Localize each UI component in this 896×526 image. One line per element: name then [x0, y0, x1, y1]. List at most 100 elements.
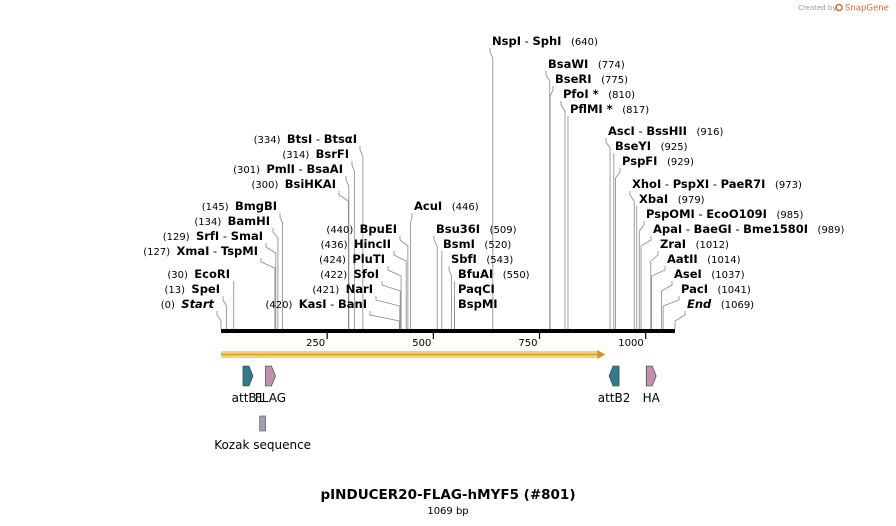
site-stem — [651, 266, 666, 329]
snapgene-brand: SnapGene — [845, 4, 889, 14]
enzyme-name: End — [687, 297, 712, 311]
feature-ha[interactable]: HA — [643, 365, 661, 405]
ruler: 250 500 750 1000 — [306, 333, 647, 349]
restriction-site-label[interactable]: PspFI (929) — [622, 154, 694, 168]
restriction-site-label[interactable]: (421) NarI — [312, 282, 373, 296]
site-position: (13) — [165, 285, 186, 296]
enzyme-name: BseRI — [555, 72, 592, 86]
enzyme-name: XmaI — [177, 244, 210, 258]
restriction-site-label[interactable]: PspOMI - EcoO109I (985) — [646, 207, 803, 221]
restriction-site-label[interactable]: BspMI — [458, 297, 498, 311]
restriction-site-label[interactable]: (30) EcoRI — [167, 267, 230, 281]
site-position: (334) — [254, 135, 281, 146]
restriction-site-label[interactable]: ZraI (1012) — [660, 237, 729, 251]
feature-attb1[interactable]: attB1 — [232, 365, 265, 405]
restriction-site-label[interactable]: (134) BamHI — [194, 214, 270, 228]
site-stem — [433, 236, 438, 329]
site-stem — [615, 168, 621, 329]
enzyme-name: BsmI — [443, 237, 475, 251]
restriction-site-label[interactable]: PfoI * (810) — [563, 87, 635, 101]
restriction-site-label[interactable]: (420) KasI - BanI — [265, 297, 367, 311]
enzyme-name: BsaWI — [548, 57, 588, 71]
enzyme-name: EcoRI — [194, 267, 230, 281]
restriction-site-label[interactable]: (424) PluTI — [319, 252, 385, 266]
restriction-site-label[interactable]: (127) XmaI - TspMI — [143, 244, 258, 258]
enzyme-name: BssHII — [646, 124, 687, 138]
site-stem — [638, 221, 645, 329]
restriction-site-label[interactable]: XhoI - PspXI - PaeR7I (973) — [632, 177, 802, 191]
feature-kozak[interactable]: Kozak sequence — [214, 415, 311, 452]
restriction-site-label[interactable]: BseRI (775) — [555, 72, 628, 86]
restriction-site-label[interactable]: End (1069) — [687, 297, 754, 311]
enzyme-name: AscI — [608, 124, 635, 138]
restriction-site-label[interactable]: (440) BpuEI — [326, 222, 397, 236]
restriction-site-label[interactable]: (422) SfoI — [320, 267, 379, 281]
enzyme-name: PspOMI — [646, 207, 695, 221]
restriction-site-label[interactable]: XbaI (979) — [639, 192, 705, 206]
site-labels: (0) Start(13) SpeI(30) EcoRI (127) XmaI -… — [143, 34, 844, 311]
restriction-site-label[interactable]: ApaI - BaeGI - Bme1580I (989) — [653, 222, 845, 236]
restriction-site-label[interactable]: (314) BsrFI — [282, 147, 349, 161]
site-stem — [265, 243, 277, 329]
restriction-site-label[interactable]: (129) SrfI - SmaI — [163, 229, 263, 243]
restriction-site-label[interactable]: (300) BsiHKAI — [251, 177, 336, 191]
site-stem — [674, 311, 686, 329]
site-position: (973) — [775, 180, 802, 191]
site-position: (925) — [661, 142, 688, 153]
restriction-site-label[interactable]: BsaWI (774) — [548, 57, 625, 71]
feature-attb2[interactable]: attB2 — [598, 365, 631, 405]
restriction-site-label[interactable]: AscI - BssHII (916) — [608, 124, 723, 138]
site-position: (420) — [265, 300, 292, 311]
restriction-site-label[interactable]: BseYI (925) — [615, 139, 688, 153]
site-stem — [351, 161, 355, 329]
site-position: (1069) — [721, 300, 754, 311]
site-position: (134) — [194, 217, 221, 228]
restriction-site-label[interactable]: AatII (1014) — [667, 252, 741, 266]
enzyme-name: BsaAI — [306, 162, 343, 176]
restriction-site-label[interactable]: BfuAI (550) — [458, 267, 530, 281]
restriction-site-label[interactable]: PflMI * (817) — [570, 102, 649, 116]
enzyme-name: SrfI — [196, 229, 219, 243]
restriction-site-label[interactable]: (13) SpeI — [165, 282, 220, 296]
kozak-marker — [259, 415, 266, 432]
restriction-site-label[interactable]: PaqCI — [458, 282, 495, 296]
enzyme-name: XbaI — [639, 192, 668, 206]
site-position: (509) — [490, 225, 517, 236]
enzyme-name: BfuAI — [458, 267, 493, 281]
restriction-site-label[interactable]: (145) BmgBI — [202, 199, 277, 213]
restriction-site-label[interactable]: AseI (1037) — [674, 267, 745, 281]
site-stem — [393, 251, 407, 329]
site-position: (916) — [697, 127, 724, 138]
site-position: (929) — [667, 157, 694, 168]
enzyme-name: Start — [181, 297, 214, 311]
ruler-tick-label: 1000 — [618, 338, 643, 349]
enzyme-name: BspMI — [458, 297, 498, 311]
restriction-site-label[interactable]: PacI (1041) — [681, 282, 751, 296]
restriction-site-label[interactable]: (0) Start — [161, 297, 215, 311]
restriction-site-label[interactable]: (301) PmlI - BsaAI — [233, 162, 343, 176]
site-position: (774) — [598, 60, 625, 71]
restriction-site-label[interactable]: BsmI (520) — [443, 237, 511, 251]
restriction-site-label[interactable]: (436) HincII — [321, 237, 391, 251]
snapgene-logo-icon — [835, 3, 843, 12]
site-stem — [605, 138, 611, 329]
site-position: (300) — [251, 180, 278, 191]
feature-arrow — [608, 365, 620, 387]
feature-flag[interactable]: FLAG — [255, 365, 286, 405]
restriction-site-label[interactable]: NspI - SphI (640) — [492, 34, 598, 48]
enzyme-name: BmgBI — [235, 199, 277, 213]
orf-arrow — [221, 350, 606, 359]
restriction-site-label[interactable]: (334) BtsI - BtsαI — [254, 132, 357, 146]
site-position: (775) — [601, 75, 628, 86]
enzyme-name: XhoI — [632, 177, 661, 191]
site-position: (424) — [319, 255, 346, 266]
site-stem — [338, 191, 349, 329]
restriction-site-label[interactable]: SbfI (543) — [451, 252, 513, 266]
restriction-site-label[interactable]: AcuI (446) — [414, 199, 479, 213]
restriction-site-label[interactable]: Bsu36I (509) — [436, 222, 517, 236]
site-position: (817) — [622, 105, 649, 116]
site-position: (989) — [818, 225, 845, 236]
site-position: (640) — [571, 37, 598, 48]
enzyme-name: BseYI — [615, 139, 651, 153]
site-position: (436) — [321, 240, 348, 251]
